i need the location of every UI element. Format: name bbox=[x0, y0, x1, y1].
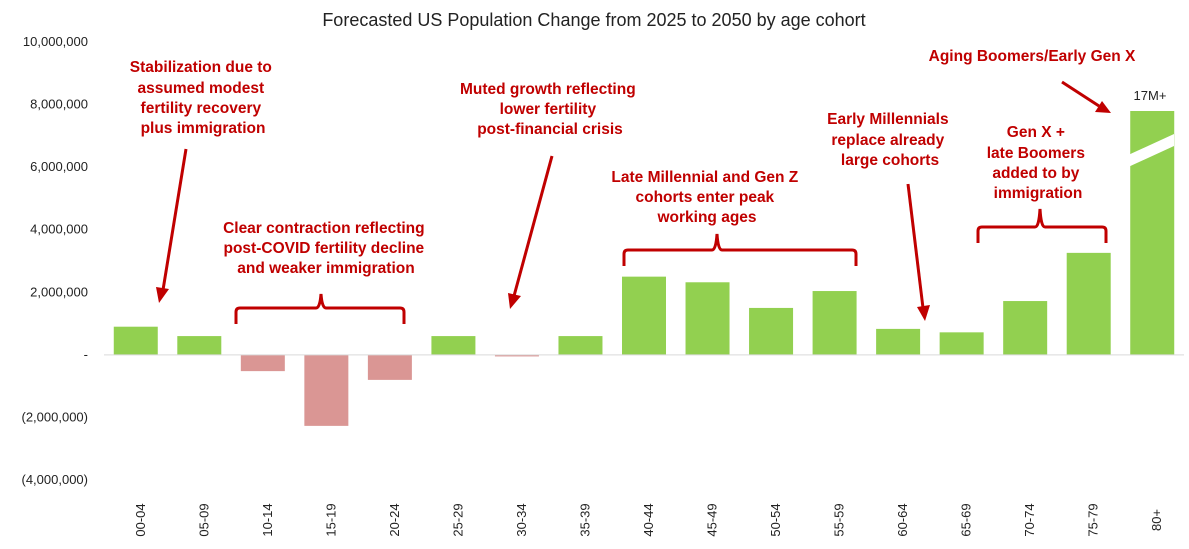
bar-45-49 bbox=[685, 282, 730, 355]
x-tick-label: 80+ bbox=[1149, 509, 1164, 531]
x-tick-label: 10-14 bbox=[260, 503, 275, 536]
x-tick-label: 40-44 bbox=[641, 503, 656, 536]
x-tick-label: 00-04 bbox=[133, 503, 148, 536]
x-tick-label: 05-09 bbox=[196, 503, 211, 536]
svg-text:Clear contraction reflecting: Clear contraction reflecting post-COVID … bbox=[223, 220, 429, 277]
annotation-late-millennial: Late Millennial and Gen Z cohorts enter … bbox=[611, 169, 858, 266]
arrow-shaft bbox=[906, 183, 925, 309]
x-tick-label: 30-34 bbox=[514, 503, 529, 536]
bar-05-09 bbox=[177, 336, 222, 355]
arrow-shaft bbox=[1061, 80, 1100, 108]
bar-40-44 bbox=[622, 276, 666, 355]
annotation-aging-boomers: Aging Boomers/Early Gen X bbox=[929, 48, 1136, 113]
svg-text:Gen X + late Boomers: Gen X + late Boomers added to by immigra… bbox=[987, 124, 1090, 202]
bar-70-74 bbox=[1003, 301, 1048, 355]
y-tick-label: (2,000,000) bbox=[22, 409, 89, 424]
svg-text:Stabilization due to ass: Stabilization due to assumed modest fert… bbox=[130, 59, 276, 137]
x-axis-ticks: 00-04 05-09 10-14 15-19 20-24 25-29 30-34 35-39… bbox=[133, 503, 1164, 536]
bar-00-04 bbox=[113, 326, 158, 355]
y-tick-label: 10,000,000 bbox=[23, 34, 88, 49]
bar-20-24 bbox=[367, 354, 412, 380]
y-tick-label: - bbox=[84, 347, 88, 362]
y-axis-ticks: 10,000,000 8,000,000 6,000,000 4,000,000 2,0… bbox=[22, 34, 89, 487]
annotation-muted-growth: Muted growth reflecting lower fertility … bbox=[460, 81, 640, 309]
y-tick-label: 6,000,000 bbox=[30, 159, 88, 174]
bar-15-19 bbox=[304, 354, 349, 426]
x-tick-label: 50-54 bbox=[768, 503, 783, 536]
bar-30-34 bbox=[494, 354, 539, 357]
bracket bbox=[976, 208, 1108, 243]
arrow-shaft bbox=[161, 148, 188, 291]
x-tick-label: 20-24 bbox=[387, 503, 402, 536]
x-tick-label: 35-39 bbox=[577, 503, 592, 536]
x-tick-label: 60-64 bbox=[895, 503, 910, 536]
svg-text:Muted growth reflecting: Muted growth reflecting lower fertility … bbox=[460, 81, 640, 138]
annotation-contraction: Clear contraction reflecting post-COVID … bbox=[223, 220, 429, 324]
x-tick-label: 75-79 bbox=[1086, 503, 1101, 536]
y-tick-label: 2,000,000 bbox=[30, 284, 88, 299]
annotation-gen-x: Gen X + late Boomers added to by immigra… bbox=[976, 124, 1108, 243]
annotation-early-millennials: Early Millennials replace already large … bbox=[827, 111, 953, 321]
y-tick-label: 8,000,000 bbox=[30, 97, 88, 112]
chart-title: Forecasted US Population Change from 202… bbox=[322, 10, 865, 30]
y-tick-label: (4,000,000) bbox=[22, 472, 89, 487]
svg-text:Early Millennials replac: Early Millennials replace already large … bbox=[827, 111, 953, 169]
bar-50-54 bbox=[749, 307, 794, 355]
bar-10-14 bbox=[240, 354, 285, 372]
bar-65-69 bbox=[939, 332, 984, 355]
arrow-shaft bbox=[512, 155, 554, 297]
bar-35-39 bbox=[558, 336, 603, 355]
bracket bbox=[234, 293, 406, 324]
bar-75-79 bbox=[1066, 252, 1111, 355]
x-tick-label: 45-49 bbox=[705, 503, 720, 536]
bar-25-29 bbox=[431, 336, 476, 355]
arrowhead bbox=[156, 287, 169, 303]
annotation-stabilization: Stabilization due to assumed modest fert… bbox=[130, 59, 276, 303]
arrowhead bbox=[917, 305, 930, 321]
axis-break-mark bbox=[1126, 134, 1174, 168]
x-tick-label: 55-59 bbox=[832, 503, 847, 536]
svg-text:Aging Boomers/Early Gen X: Aging Boomers/Early Gen X bbox=[929, 48, 1136, 65]
x-tick-label: 25-29 bbox=[450, 503, 465, 536]
y-tick-label: 4,000,000 bbox=[30, 222, 88, 237]
bar-55-59 bbox=[812, 291, 857, 355]
data-label-80-plus: 17M+ bbox=[1134, 88, 1167, 103]
svg-text:Late Millennial and Gen Z: Late Millennial and Gen Z cohorts enter … bbox=[611, 169, 802, 226]
arrowhead bbox=[1095, 101, 1111, 113]
bracket bbox=[622, 233, 858, 266]
x-tick-label: 70-74 bbox=[1022, 503, 1037, 536]
bar-60-64 bbox=[876, 328, 921, 355]
x-tick-label: 15-19 bbox=[323, 503, 338, 536]
arrowhead bbox=[508, 293, 521, 309]
x-tick-label: 65-69 bbox=[959, 503, 974, 536]
